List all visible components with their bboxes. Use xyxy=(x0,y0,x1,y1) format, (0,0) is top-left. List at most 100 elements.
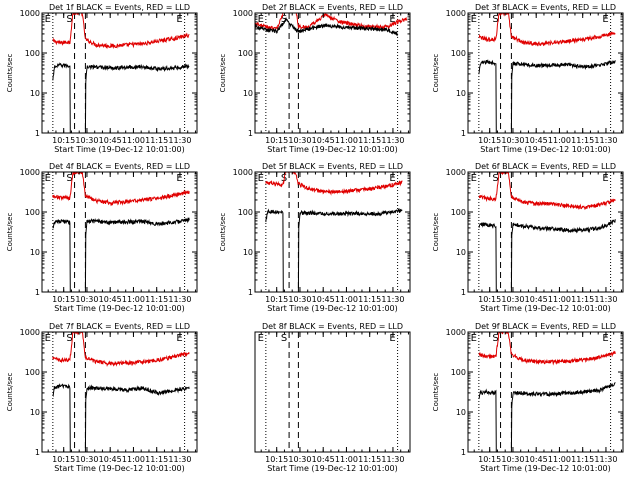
y-tick-label: 10 xyxy=(456,248,466,257)
y-tick-label: 100 xyxy=(451,49,466,58)
chart-title: Det 8f BLACK = Events, RED = LLD xyxy=(262,322,403,331)
marker-label: E xyxy=(258,14,264,25)
panel-6: Det 6f BLACK = Events, RED = LLD E S E 1 10 10… xyxy=(432,162,624,313)
y-axis-label: Counts/sec xyxy=(219,54,227,93)
x-tick-label: 10:15 xyxy=(478,295,501,304)
plot-frame xyxy=(41,171,198,293)
x-tick-label: 10:45 xyxy=(99,136,122,145)
y-tick-label: 1 xyxy=(461,288,466,297)
x-tick-label: 10:30 xyxy=(75,455,98,464)
marker-label: E xyxy=(471,173,477,184)
x-tick-label: 10:15 xyxy=(52,136,75,145)
x-tick-label: 11:00 xyxy=(548,455,571,464)
x-tick-label: 11:15 xyxy=(358,136,381,145)
series-line-events xyxy=(52,62,190,133)
y-tick-label: 100 xyxy=(25,49,40,58)
x-tick-label: 10:15 xyxy=(265,455,288,464)
y-tick-label: 10 xyxy=(243,248,253,257)
x-tick-label: 11:30 xyxy=(168,295,191,304)
series-line-lld xyxy=(52,13,190,50)
x-tick-label: 11:30 xyxy=(381,136,404,145)
y-axis-label: Counts/sec xyxy=(432,54,440,93)
x-tick-label: 11:00 xyxy=(548,136,571,145)
x-tick-label: 10:30 xyxy=(501,455,524,464)
x-tick-label: 11:15 xyxy=(145,295,168,304)
x-tick-label: 11:30 xyxy=(594,455,617,464)
x-tick-label: 11:00 xyxy=(335,455,358,464)
y-tick-label: 10 xyxy=(243,89,253,98)
marker-label: E xyxy=(45,333,51,344)
marker-label: E xyxy=(471,14,477,25)
x-tick-label: 10:15 xyxy=(478,136,501,145)
y-tick-label: 100 xyxy=(238,49,253,58)
marker-label: E xyxy=(602,333,608,344)
panel-3: Det 3f BLACK = Events, RED = LLD E S E 1 10 10… xyxy=(432,3,624,154)
y-tick-label: 1000 xyxy=(233,168,253,177)
x-axis-label: Start Time (19-Dec-12 10:01:00) xyxy=(54,304,185,313)
x-tick-label: 11:15 xyxy=(145,455,168,464)
panel-4: Det 4f BLACK = Events, RED = LLD E S E 1 10 10… xyxy=(6,162,198,313)
marker-label: S xyxy=(66,14,72,25)
x-tick-label: 10:45 xyxy=(99,295,122,304)
x-tick-label: 11:15 xyxy=(358,455,381,464)
x-tick-label: 10:15 xyxy=(265,295,288,304)
x-tick-label: 10:45 xyxy=(312,455,335,464)
plot-frame xyxy=(254,12,411,134)
y-tick-label: 10 xyxy=(30,248,40,257)
x-tick-label: 10:45 xyxy=(99,455,122,464)
y-tick-label: 1000 xyxy=(446,328,466,337)
x-tick-label: 10:30 xyxy=(501,136,524,145)
x-tick-label: 11:00 xyxy=(122,295,145,304)
x-tick-label: 11:30 xyxy=(594,136,617,145)
chart-title: Det 6f BLACK = Events, RED = LLD xyxy=(475,162,616,171)
marker-label: E xyxy=(176,333,182,344)
chart-title: Det 4f BLACK = Events, RED = LLD xyxy=(49,162,190,171)
x-tick-label: 10:15 xyxy=(478,455,501,464)
x-tick-label: 11:15 xyxy=(571,295,594,304)
x-axis-label: Start Time (19-Dec-12 10:01:00) xyxy=(480,304,611,313)
series-line-events xyxy=(265,207,403,292)
x-axis-label: Start Time (19-Dec-12 10:01:00) xyxy=(54,145,185,154)
chart-title: Det 3f BLACK = Events, RED = LLD xyxy=(475,3,616,12)
panel-8: Det 8f BLACK = Events, RED = LLD E S E 10:15… xyxy=(254,322,411,473)
y-tick-label: 10 xyxy=(30,408,40,417)
marker-label: E xyxy=(45,14,51,25)
marker-label: S xyxy=(281,333,287,344)
x-tick-label: 11:15 xyxy=(571,136,594,145)
y-tick-label: 1 xyxy=(248,288,253,297)
x-tick-label: 10:45 xyxy=(312,295,335,304)
chart-title: Det 5f BLACK = Events, RED = LLD xyxy=(262,162,403,171)
series-line-lld xyxy=(478,172,616,211)
y-tick-label: 1 xyxy=(35,448,40,457)
x-tick-label: 11:15 xyxy=(571,455,594,464)
series-line-events xyxy=(478,59,616,133)
y-tick-label: 10 xyxy=(456,89,466,98)
series-line-events xyxy=(478,219,616,292)
plot-frame xyxy=(254,331,411,453)
panel-1: Det 1f BLACK = Events, RED = LLD E S E 1 10 10… xyxy=(6,3,198,154)
x-tick-label: 10:30 xyxy=(75,295,98,304)
x-tick-label: 11:30 xyxy=(381,295,404,304)
series-line-lld xyxy=(478,332,616,366)
marker-label: E xyxy=(389,333,395,344)
marker-label: S xyxy=(492,333,498,344)
series-line-events xyxy=(478,382,616,452)
marker-label: S xyxy=(66,173,72,184)
x-tick-label: 10:45 xyxy=(525,455,548,464)
x-tick-label: 11:15 xyxy=(145,136,168,145)
y-tick-label: 1 xyxy=(35,129,40,138)
marker-label: E xyxy=(258,333,264,344)
y-axis-label: Counts/sec xyxy=(219,213,227,252)
series-line-lld xyxy=(52,172,190,207)
y-tick-label: 1000 xyxy=(20,328,40,337)
panel-2: Det 2f BLACK = Events, RED = LLD E S E 1 10 10… xyxy=(219,3,411,154)
marker-label: E xyxy=(602,173,608,184)
x-tick-label: 11:30 xyxy=(594,295,617,304)
y-tick-label: 1 xyxy=(248,129,253,138)
series-line-lld xyxy=(478,13,616,47)
marker-label: S xyxy=(66,333,72,344)
y-tick-label: 1 xyxy=(35,288,40,297)
x-tick-label: 10:45 xyxy=(312,136,335,145)
plot-frame xyxy=(467,331,624,453)
